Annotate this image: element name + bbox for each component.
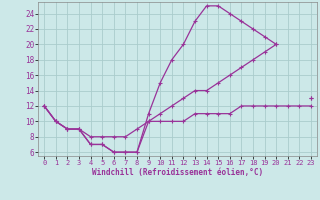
X-axis label: Windchill (Refroidissement éolien,°C): Windchill (Refroidissement éolien,°C): [92, 168, 263, 177]
